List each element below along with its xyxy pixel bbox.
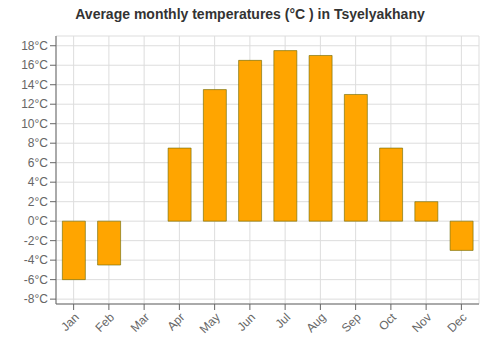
svg-text:12°C: 12°C — [21, 97, 48, 111]
svg-text:4°C: 4°C — [28, 175, 48, 189]
svg-text:Jun: Jun — [234, 310, 258, 334]
svg-text:6°C: 6°C — [28, 156, 48, 170]
svg-text:Mar: Mar — [128, 310, 153, 335]
svg-text:Sep: Sep — [339, 310, 364, 335]
svg-text:Apr: Apr — [164, 310, 187, 333]
svg-text:-4°C: -4°C — [24, 253, 48, 267]
svg-text:10°C: 10°C — [21, 117, 48, 131]
svg-text:Nov: Nov — [409, 310, 434, 335]
svg-text:Feb: Feb — [92, 310, 117, 335]
svg-text:Jul: Jul — [273, 310, 294, 331]
svg-text:Aug: Aug — [304, 310, 329, 335]
svg-text:Oct: Oct — [376, 310, 400, 334]
svg-text:18°C: 18°C — [21, 39, 48, 53]
svg-text:8°C: 8°C — [28, 136, 48, 150]
svg-text:-6°C: -6°C — [24, 273, 48, 287]
svg-text:May: May — [197, 310, 223, 336]
svg-text:Dec: Dec — [445, 310, 470, 335]
svg-text:Jan: Jan — [58, 310, 82, 334]
svg-text:-2°C: -2°C — [24, 234, 48, 248]
svg-text:0°C: 0°C — [28, 214, 48, 228]
svg-text:2°C: 2°C — [28, 195, 48, 209]
svg-text:14°C: 14°C — [21, 78, 48, 92]
html-text:Average monthly temperatures (: Average monthly temperatures (°C ) in Ts… — [75, 6, 425, 22]
svg-text:16°C: 16°C — [21, 58, 48, 72]
svg-text:-8°C: -8°C — [24, 292, 48, 306]
